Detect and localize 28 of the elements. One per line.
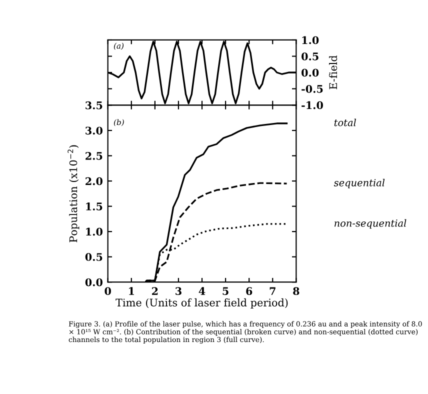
y-tick-label: 1.5 [86, 202, 102, 210]
y-tick-label: 3.5 [86, 101, 102, 110]
y-tick-label: 0.5 [85, 253, 102, 261]
y-axis-title: E-field [329, 55, 338, 90]
text: total [334, 118, 356, 126]
y-axis-title: Population (x10$^{−2}$) [68, 145, 80, 242]
y-tick-label: 0.5 [302, 52, 318, 60]
x-axis-title: Time (Units of laser field period) [116, 298, 288, 309]
y-tick-label: 0.0 [302, 68, 319, 77]
x-tick-label: 0 [104, 287, 111, 296]
y-tick-label: 1.0 [86, 228, 103, 236]
x-tick-label: 8 [293, 287, 300, 296]
text: non-sequential [334, 219, 406, 229]
x-tick-label: 6 [246, 287, 252, 296]
x-tick-label: 4 [198, 287, 206, 295]
x-tick-label: 1 [129, 287, 134, 295]
x-tick-label: 5 [222, 287, 228, 296]
x-tick-label: 3 [176, 287, 182, 296]
x-tick-label: 2 [152, 287, 158, 295]
y-tick-label: 3.0 [86, 126, 103, 135]
y-tick-label: -0.5 [302, 84, 323, 93]
y-tick-label: 2.5 [86, 152, 102, 160]
text: sequential [334, 178, 385, 188]
y-tick-label: 2.0 [86, 177, 103, 186]
y-tick-label: 0.0 [85, 278, 103, 286]
y-tick-label: 1.0 [302, 36, 319, 44]
y-tick-label: -1.0 [302, 101, 323, 110]
x-tick-label: 7 [270, 287, 276, 295]
